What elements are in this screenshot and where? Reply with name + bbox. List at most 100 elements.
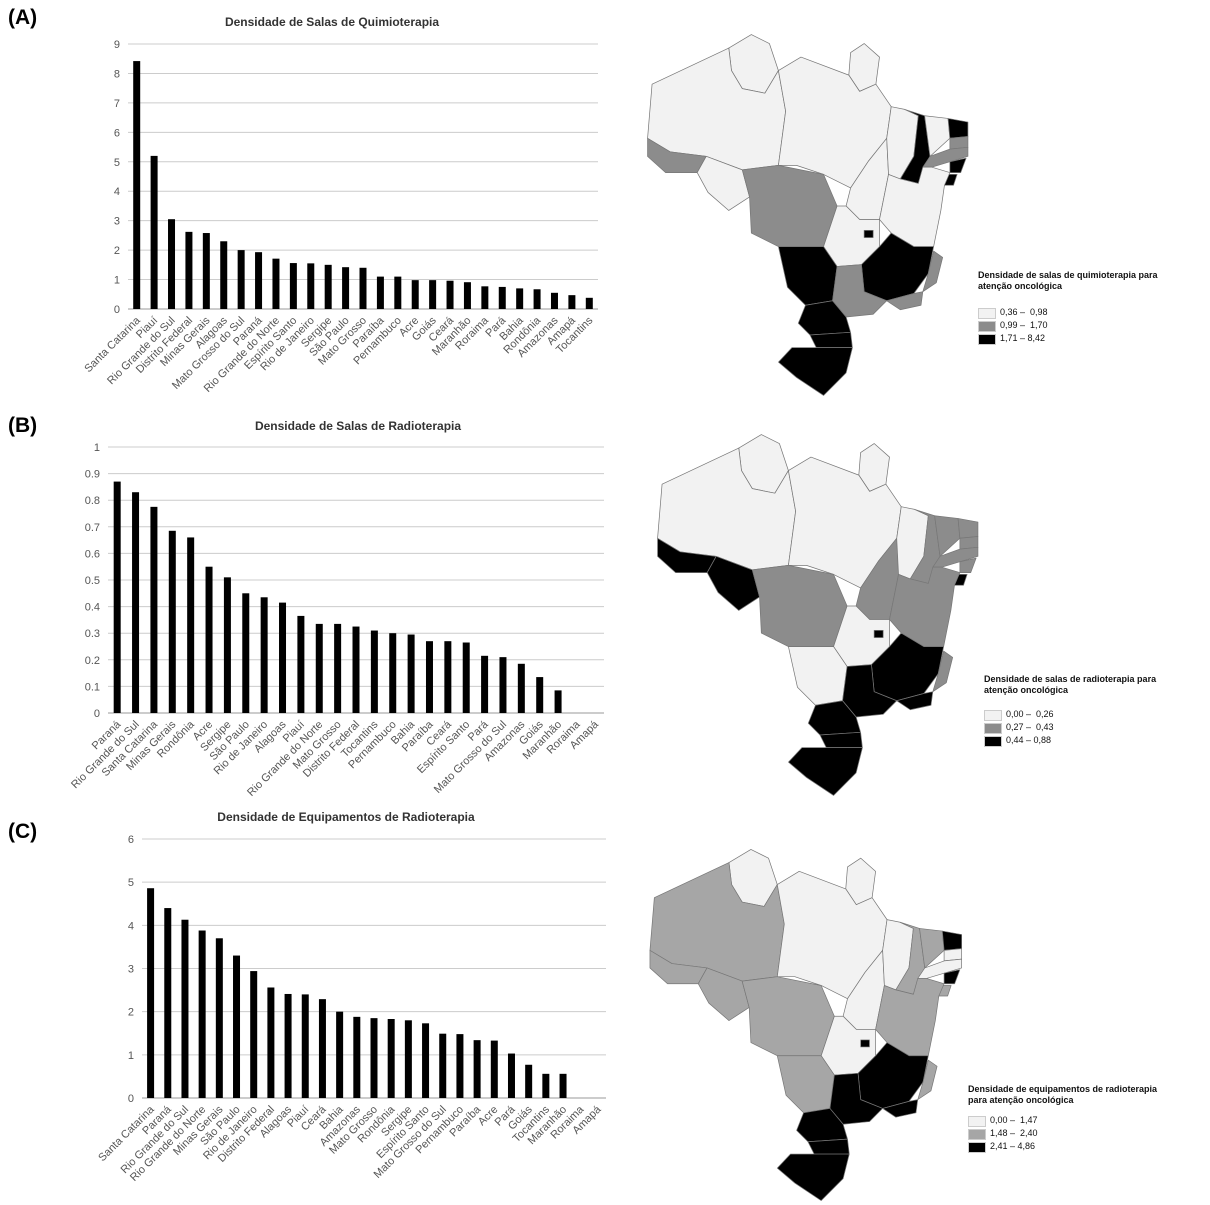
y-tick-label: 6 [128, 834, 134, 846]
y-tick-label: 0.5 [85, 575, 100, 587]
bar [490, 1040, 498, 1098]
chart-radioterapia: Densidade de Salas de Radioterapia 0 0.1 0.… [69, 419, 604, 799]
legend-row: 0,44 – 0,88 [984, 734, 1184, 747]
legend-swatch [968, 1142, 986, 1153]
bar [498, 286, 506, 309]
state-ms [778, 246, 838, 306]
legend-title: Densidade de salas de radioterapia para … [984, 674, 1157, 695]
bar [168, 530, 176, 713]
y-tick-label: 5 [128, 877, 134, 889]
legend-label: 0,00 – 1,47 [990, 1115, 1038, 1125]
legend-title: Densidade de salas de quimioterapia para… [978, 270, 1158, 291]
legend-label: 0,44 – 0,88 [1006, 735, 1052, 745]
y-tick-label: 0.6 [85, 548, 100, 560]
legend-label: 0,27 – 0,43 [1006, 722, 1054, 732]
bar [147, 888, 155, 1098]
state-ms [788, 646, 848, 706]
state-sc [809, 331, 853, 349]
legend-title: Densidade de equipamentos de radioterapi… [968, 1084, 1158, 1105]
y-tick-label: 5 [114, 157, 120, 169]
legend-swatch [968, 1129, 986, 1140]
state-df [860, 1039, 870, 1048]
bar [463, 282, 471, 309]
bar [533, 289, 541, 309]
y-tick-label: 0.2 [85, 655, 100, 667]
legend-row: 0,27 – 0,43 [984, 721, 1184, 734]
bar [289, 263, 297, 309]
bar [133, 61, 141, 310]
y-tick-label: 0 [94, 708, 100, 720]
bar [198, 930, 206, 1098]
state-alagoas [943, 969, 961, 985]
legend-row: 0,99 – 1,70 [978, 319, 1178, 332]
chart-quimioterapia: Densidade de Salas de Quimioterapia 0 1 2 3 4… [82, 15, 598, 395]
bar [411, 280, 419, 309]
state-rs [788, 747, 863, 796]
bar [237, 250, 245, 309]
bar [279, 602, 287, 713]
state-rn [957, 518, 979, 539]
bar [444, 641, 452, 713]
bar [168, 219, 176, 309]
panel-label-a: (A) [8, 6, 38, 29]
bar [181, 919, 189, 1098]
y-tick-label: 0.1 [85, 681, 100, 693]
bar [297, 615, 305, 713]
state-df [873, 629, 884, 638]
legend-swatch [978, 308, 996, 319]
panel-label-b: (B) [8, 414, 38, 437]
y-tick-label: 0.7 [85, 522, 100, 534]
y-tick-label: 3 [114, 216, 120, 228]
bar [324, 264, 332, 309]
bar [568, 295, 576, 309]
legend-label: 1,71 – 8,42 [1000, 333, 1046, 343]
legend-label: 0,99 – 1,70 [1000, 320, 1048, 330]
bar [359, 267, 367, 309]
bar [205, 566, 213, 713]
y-tick-label: 0 [114, 304, 120, 316]
bar [255, 252, 263, 309]
y-tick-label: 1 [94, 442, 100, 454]
y-tick-label: 6 [114, 127, 120, 139]
bar [554, 690, 562, 713]
state-sc [807, 1138, 850, 1155]
legend-swatch [978, 321, 996, 332]
y-tick-label: 8 [114, 68, 120, 80]
bar [164, 908, 172, 1098]
bar [370, 630, 378, 713]
legend-row: 0,00 – 1,47 [968, 1114, 1168, 1127]
map-equipamentos [649, 849, 963, 1201]
bar [150, 506, 158, 713]
legend-row: 0,00 – 0,26 [984, 708, 1184, 721]
bar [185, 231, 193, 309]
bar [559, 1073, 567, 1098]
map-radioterapia [657, 434, 979, 796]
bar [404, 1020, 412, 1098]
state-rj [896, 691, 934, 711]
state-es [922, 250, 944, 293]
bar [267, 987, 275, 1098]
legend-row: 1,48 – 2,40 [968, 1127, 1168, 1140]
bar [307, 263, 315, 309]
bar [394, 276, 402, 309]
y-tick-label: 9 [114, 39, 120, 51]
y-tick-label: 2 [114, 245, 120, 257]
bar [439, 1033, 447, 1098]
y-tick-label: 0 [128, 1093, 134, 1105]
legend-row: 0,36 – 0,98 [978, 306, 1178, 319]
bar [507, 1053, 515, 1098]
y-tick-label: 0.9 [85, 469, 100, 481]
state-es [917, 1059, 938, 1100]
legend-swatch [984, 710, 1002, 721]
bar [284, 993, 292, 1098]
bar [499, 657, 507, 713]
state-sp [842, 664, 898, 718]
bar [334, 623, 342, 713]
state-df [863, 229, 874, 238]
bar [242, 593, 250, 713]
legend-label: 1,48 – 2,40 [990, 1128, 1038, 1138]
bar [517, 663, 525, 713]
y-tick-label: 3 [128, 964, 134, 976]
bar [220, 241, 228, 309]
bar [536, 677, 544, 713]
